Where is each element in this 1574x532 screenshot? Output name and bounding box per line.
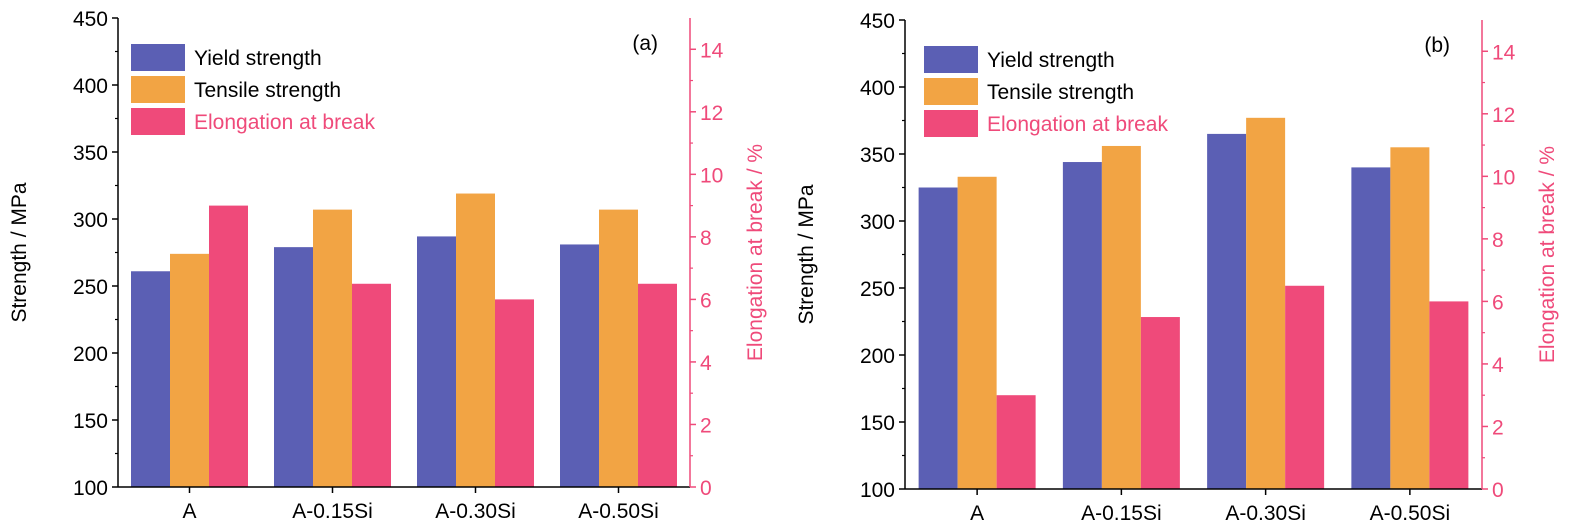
bar-yield-strength-a-0.50si (560, 244, 599, 487)
x-tick-label: A-0.15Si (292, 500, 373, 523)
bar-elongation-at-break-a-0.30si (495, 299, 534, 487)
bar-tensile-strength-a-0.15si (1101, 145, 1141, 489)
series-yield-strength (918, 133, 1391, 490)
bar-yield-strength-a (131, 271, 170, 487)
legend: Yield strength Tensile strength Elongation… (131, 44, 375, 135)
legend-swatch (924, 78, 978, 105)
right-tick-label: 6 (1492, 291, 1504, 314)
left-tick-label: 200 (73, 343, 108, 366)
right-tick-label: 4 (1492, 354, 1504, 377)
series-elongation-at-break (209, 205, 677, 487)
left-tick-label: 450 (73, 8, 108, 31)
right-tick-label: 12 (700, 102, 723, 125)
x-tick-label: A-0.50Si (578, 500, 659, 523)
bar-tensile-strength-a-0.50si (1390, 147, 1430, 490)
right-tick-label: 2 (700, 414, 712, 437)
chart-panel-a: 100 150 200 250 300 350 400 450 0 2 4 6 8 10 12 14 A A-0.… (8, 8, 767, 523)
x-tick-label: A-0.50Si (1370, 502, 1451, 525)
bar-yield-strength-a-0.50si (1351, 167, 1391, 489)
series-tensile-strength (957, 117, 1430, 490)
left-tick-label: 150 (73, 410, 108, 433)
y2-axis-title: Elongation at break / % (744, 144, 767, 361)
left-tick-label: 350 (73, 142, 108, 165)
bar-tensile-strength-a-0.50si (599, 209, 638, 487)
bar-elongation-at-break-a (996, 395, 1036, 489)
series-tensile-strength (170, 193, 638, 488)
legend-label: Yield strength (987, 49, 1115, 72)
left-tick-label: 400 (73, 75, 108, 98)
legend-label: Tensile strength (987, 81, 1134, 104)
panel-label: (a) (632, 32, 658, 55)
left-tick-label: 250 (860, 278, 895, 301)
left-tick-label: 450 (860, 10, 895, 33)
bar-elongation-at-break-a-0.50si (638, 283, 677, 487)
right-tick-label: 12 (1492, 104, 1515, 127)
series-elongation-at-break (996, 285, 1469, 489)
bar-tensile-strength-a-0.15si (313, 209, 352, 487)
right-tick-label: 14 (700, 39, 724, 62)
legend-swatch (924, 46, 978, 73)
panel-label: (b) (1424, 34, 1450, 57)
bar-yield-strength-a-0.30si (417, 236, 456, 487)
bar-elongation-at-break-a (209, 205, 248, 487)
left-tick-label: 350 (860, 144, 895, 167)
right-tick-label: 2 (1492, 416, 1504, 439)
right-tick-label: 10 (1492, 166, 1515, 189)
left-tick-label: 400 (860, 77, 895, 100)
series-yield-strength (131, 236, 599, 487)
right-tick-label: 0 (700, 477, 712, 500)
bar-tensile-strength-a (170, 253, 209, 487)
legend-swatch (924, 110, 978, 137)
right-tick-label: 0 (1492, 479, 1504, 502)
left-tick-label: 250 (73, 276, 108, 299)
legend: Yield strength Tensile strength Elongation… (924, 46, 1168, 137)
left-tick-label: 100 (860, 479, 895, 502)
x-tick-label: A-0.30Si (435, 500, 516, 523)
right-tick-label: 8 (1492, 229, 1504, 252)
bar-tensile-strength-a-0.30si (1246, 117, 1286, 489)
x-tick-label: A-0.30Si (1225, 502, 1306, 525)
bar-elongation-at-break-a-0.30si (1285, 285, 1325, 489)
bar-yield-strength-a-0.15si (1062, 162, 1102, 490)
x-tick-label: A-0.15Si (1081, 502, 1162, 525)
bar-elongation-at-break-a-0.15si (352, 283, 391, 487)
right-tick-label: 8 (700, 227, 712, 250)
left-tick-label: 100 (73, 477, 108, 500)
x-tick-label: A (970, 502, 984, 525)
legend-swatch (131, 108, 185, 135)
chart-panel-b: 100 150 200 250 300 350 400 450 0 2 4 6 8 10 12 14 A A-0.… (795, 10, 1559, 525)
bar-elongation-at-break-a-0.50si (1429, 301, 1469, 489)
bar-elongation-at-break-a-0.15si (1140, 317, 1180, 489)
y-axis-title: Strength / MPa (795, 184, 818, 324)
legend-label: Elongation at break (987, 113, 1168, 136)
bar-tensile-strength-a (957, 176, 997, 489)
bar-tensile-strength-a-0.30si (456, 193, 495, 488)
bar-yield-strength-a-0.15si (274, 247, 313, 487)
legend-label: Yield strength (194, 47, 322, 70)
left-tick-label: 300 (73, 209, 108, 232)
bar-yield-strength-a-0.30si (1207, 133, 1247, 489)
left-tick-label: 300 (860, 211, 895, 234)
legend-swatch (131, 76, 185, 103)
legend-label: Elongation at break (194, 111, 375, 134)
left-tick-label: 200 (860, 345, 895, 368)
right-tick-label: 6 (700, 289, 712, 312)
y-axis-title: Strength / MPa (8, 182, 31, 322)
legend-swatch (131, 44, 185, 71)
x-tick-label: A (182, 500, 196, 523)
right-tick-label: 4 (700, 352, 712, 375)
right-tick-label: 14 (1492, 41, 1516, 64)
y2-axis-title: Elongation at break / % (1536, 146, 1559, 363)
legend-label: Tensile strength (194, 79, 341, 102)
bar-yield-strength-a (918, 187, 958, 489)
right-tick-label: 10 (700, 164, 723, 187)
left-tick-label: 150 (860, 412, 895, 435)
